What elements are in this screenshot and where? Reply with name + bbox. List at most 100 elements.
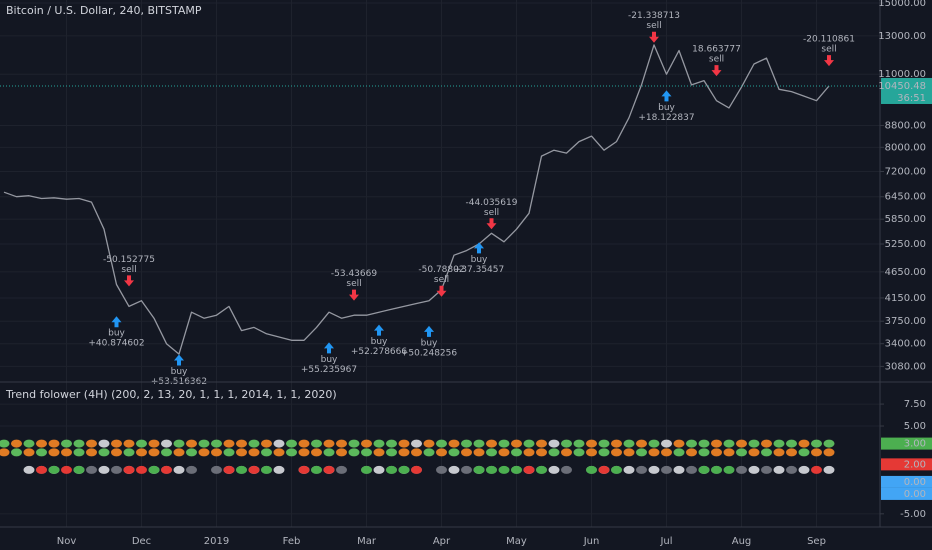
sell-note: -21.338713 bbox=[628, 11, 680, 21]
indicator-dot bbox=[436, 465, 447, 474]
last-price-box bbox=[881, 77, 932, 104]
indicator-dot bbox=[736, 448, 747, 457]
indicator-dot bbox=[748, 448, 760, 457]
y-tick-label: 4150.00 bbox=[885, 293, 926, 304]
y-tick-label: 11000.00 bbox=[878, 69, 926, 80]
indicator-dot bbox=[823, 465, 835, 474]
indicator-dot bbox=[286, 448, 297, 457]
indicator-dot bbox=[648, 448, 660, 457]
indicator-dot bbox=[736, 439, 747, 448]
sell-note: -53.43669 bbox=[331, 269, 377, 279]
indicator-dot bbox=[498, 448, 510, 457]
buy-label: buy bbox=[171, 367, 188, 377]
indicator-dot bbox=[586, 465, 597, 474]
indicator-dot bbox=[686, 465, 697, 474]
indicator-dot bbox=[761, 448, 772, 457]
indicator-dot bbox=[511, 465, 522, 474]
indicator-dot bbox=[311, 465, 322, 474]
buy-arrow bbox=[424, 325, 434, 337]
y-tick-label: 3400.00 bbox=[885, 339, 926, 350]
y-tick-label: 3750.00 bbox=[885, 316, 926, 327]
x-tick-label: Apr bbox=[433, 536, 451, 547]
x-tick-label: Jun bbox=[583, 536, 600, 547]
indicator-dot bbox=[711, 465, 722, 474]
indicator-dot bbox=[36, 465, 47, 474]
indicator-dot bbox=[323, 465, 335, 474]
indicator-dot bbox=[461, 439, 472, 448]
indicator-dot bbox=[298, 448, 310, 457]
indicator-dot bbox=[448, 439, 460, 448]
indicator-dot bbox=[811, 465, 822, 474]
indicator-dot bbox=[111, 448, 122, 457]
sell-note: -50.78802 bbox=[418, 265, 464, 275]
x-tick-label: 2019 bbox=[204, 536, 229, 547]
indicator-dot bbox=[86, 448, 97, 457]
indicator-dot bbox=[36, 439, 47, 448]
indicator-dot bbox=[223, 439, 235, 448]
indicator-dot bbox=[323, 448, 335, 457]
indicator-dot bbox=[436, 439, 447, 448]
indicator-dot bbox=[248, 465, 260, 474]
indicator-dot bbox=[673, 448, 685, 457]
indicator-dot bbox=[411, 448, 422, 457]
indicator-dot bbox=[36, 448, 47, 457]
indicator-dot bbox=[411, 439, 422, 448]
indicator-dot bbox=[148, 465, 160, 474]
sell-note: -44.035619 bbox=[466, 198, 518, 208]
indicator-dot bbox=[261, 465, 272, 474]
indicator-dot bbox=[48, 439, 60, 448]
indicator-dot bbox=[673, 439, 685, 448]
x-tick-label: Nov bbox=[57, 536, 77, 547]
indicator-dot bbox=[198, 448, 210, 457]
indicator-dot bbox=[473, 465, 485, 474]
indicator-dot bbox=[386, 465, 397, 474]
indicator-dot bbox=[236, 448, 247, 457]
buy-label: buy bbox=[371, 337, 388, 347]
sell-label: sell bbox=[346, 279, 361, 289]
indicator-dot bbox=[323, 439, 335, 448]
indicator-dot bbox=[98, 465, 110, 474]
indicator-dot bbox=[461, 448, 472, 457]
indicator-dot bbox=[11, 439, 22, 448]
indicator-dot bbox=[161, 439, 172, 448]
buy-arrow bbox=[661, 90, 672, 102]
indicator-dot bbox=[623, 439, 635, 448]
indicator-dot bbox=[661, 439, 672, 448]
indicator-dot bbox=[373, 465, 385, 474]
indicator-dot bbox=[811, 448, 822, 457]
price-line bbox=[3, 44, 830, 355]
indicator-dot bbox=[61, 439, 72, 448]
indicator-dot bbox=[361, 465, 372, 474]
indicator-dot bbox=[273, 439, 285, 448]
last-price-label: 10450.48 bbox=[878, 81, 926, 92]
indicator-dot bbox=[73, 439, 85, 448]
indicator-dot bbox=[336, 448, 347, 457]
indicator-dot bbox=[811, 439, 822, 448]
x-tick-label: Dec bbox=[132, 536, 151, 547]
indicator-dot bbox=[223, 465, 235, 474]
indicator-dot bbox=[186, 465, 197, 474]
indicator-dot bbox=[411, 465, 422, 474]
indicator-dot bbox=[173, 465, 185, 474]
indicator-dot bbox=[548, 448, 560, 457]
indicator-dot bbox=[761, 439, 772, 448]
buy-arrow bbox=[174, 354, 184, 366]
indicator-dot bbox=[48, 465, 60, 474]
y-tick-label: 6450.00 bbox=[885, 192, 926, 203]
y-tick-label: 7.50 bbox=[904, 399, 926, 410]
buy-note: +18.122837 bbox=[638, 113, 694, 123]
indicator-dot bbox=[823, 448, 835, 457]
indicator-dot bbox=[211, 465, 222, 474]
indicator-dot bbox=[186, 439, 197, 448]
indicator-dot bbox=[436, 448, 447, 457]
buy-note: +40.874602 bbox=[88, 339, 144, 349]
indicator-dot bbox=[123, 465, 135, 474]
buy-label: buy bbox=[321, 355, 338, 365]
indicator-dot bbox=[386, 448, 397, 457]
indicator-dot bbox=[711, 439, 722, 448]
indicator-dot bbox=[486, 448, 497, 457]
indicator-dot bbox=[236, 465, 247, 474]
indicator-dot bbox=[723, 465, 735, 474]
indicator-dot bbox=[123, 448, 135, 457]
